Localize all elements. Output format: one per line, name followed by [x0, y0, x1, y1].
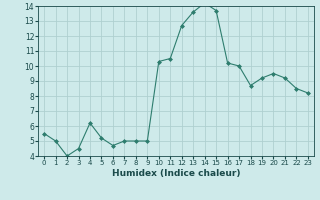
X-axis label: Humidex (Indice chaleur): Humidex (Indice chaleur): [112, 169, 240, 178]
